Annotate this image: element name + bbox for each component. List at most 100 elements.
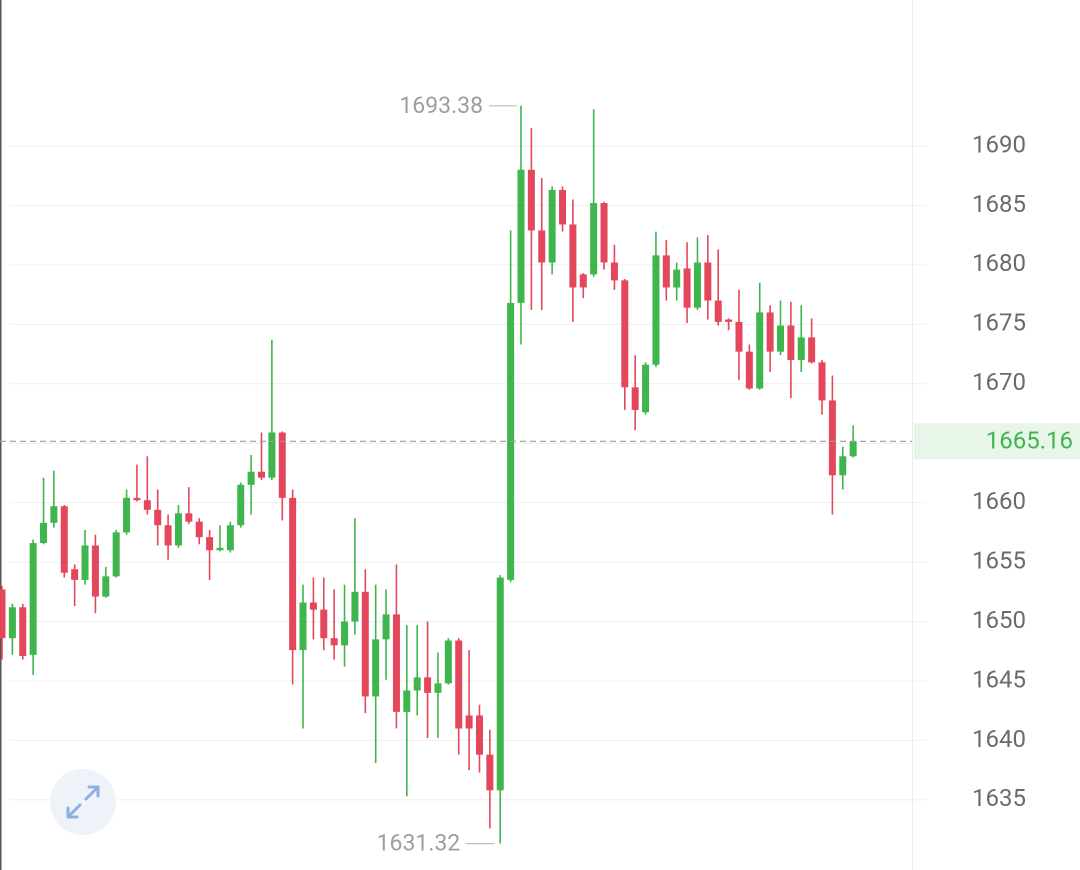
candle-body	[662, 255, 670, 288]
candle-body	[434, 683, 442, 693]
candle-body	[133, 497, 141, 501]
y-tick-label: 1675	[972, 309, 1026, 337]
candle-body	[673, 269, 681, 288]
low-label: 1631.32	[377, 830, 461, 857]
candle-body	[361, 591, 369, 697]
candle-body	[91, 545, 99, 597]
y-tick-label: 1690	[972, 130, 1026, 158]
candle-body	[704, 262, 712, 301]
candle-body	[496, 577, 504, 791]
candle-body	[237, 484, 245, 526]
y-tick-label: 1635	[972, 784, 1026, 812]
candle-body	[849, 441, 857, 457]
candle-body	[278, 432, 286, 498]
candle-body	[216, 547, 224, 551]
candle-body	[403, 690, 411, 712]
candle-body	[50, 506, 58, 523]
candle-body	[621, 280, 629, 388]
candle-body	[683, 268, 691, 308]
candle-body	[559, 189, 567, 225]
candle-body	[372, 639, 380, 697]
candle-body	[725, 319, 733, 322]
y-tick-label: 1645	[972, 665, 1026, 693]
y-tick-label: 1640	[972, 725, 1026, 753]
candle-body	[455, 640, 463, 729]
candle-body	[19, 607, 27, 657]
candle-body	[29, 543, 37, 655]
candle-body	[413, 677, 421, 691]
candle-body	[714, 300, 722, 322]
overlay: 1693.38 1631.32 1665.16	[0, 92, 1080, 857]
candle-body	[444, 640, 452, 684]
candle-body	[320, 609, 328, 639]
expand-button[interactable]	[50, 769, 116, 835]
candle-body	[0, 589, 6, 639]
y-tick-label: 1680	[972, 249, 1026, 277]
candle-body	[174, 513, 182, 546]
candle-body	[154, 509, 162, 526]
candle-body	[745, 351, 753, 389]
candle-body	[247, 471, 255, 485]
candle-body	[40, 522, 48, 544]
expand-icon	[66, 785, 100, 819]
candle-body	[143, 500, 151, 510]
candle-body	[164, 525, 172, 546]
candle-body	[226, 525, 234, 551]
y-tick-label: 1655	[972, 546, 1026, 574]
candle-body	[610, 262, 618, 281]
candles	[0, 105, 857, 844]
candle-body	[766, 312, 774, 352]
candle-body	[538, 230, 546, 263]
candle-body	[808, 337, 816, 363]
candle-body	[465, 715, 473, 729]
y-tick-label: 1685	[972, 190, 1026, 218]
y-tick-label: 1670	[972, 368, 1026, 396]
y-tick-label: 1650	[972, 606, 1026, 634]
candle-body	[818, 362, 826, 401]
candle-body	[828, 400, 836, 476]
candle-body	[81, 545, 89, 580]
candle-body	[112, 532, 120, 577]
candle-body	[527, 169, 535, 231]
high-label: 1693.38	[399, 92, 483, 119]
candle-body	[839, 456, 847, 476]
last-price-label: 1665.16	[986, 427, 1073, 455]
candle-body	[330, 638, 338, 646]
candle-body	[735, 321, 743, 352]
candle-body	[569, 224, 577, 288]
candle-body	[787, 325, 795, 360]
candle-body	[102, 576, 110, 597]
grid: 1635164016451650165516601665167016751680…	[10, 130, 1026, 812]
candle-body	[258, 471, 265, 478]
last-price-tag	[914, 423, 1080, 460]
candle-body	[351, 591, 359, 622]
candle-body	[797, 337, 805, 360]
expand-button-bg[interactable]	[50, 769, 116, 835]
candle-body	[600, 203, 608, 263]
candle-body	[299, 602, 307, 651]
candle-body	[382, 614, 390, 640]
candle-body	[424, 677, 432, 693]
candle-body	[642, 364, 650, 413]
candle-body	[8, 607, 16, 639]
candle-body	[652, 255, 660, 365]
candle-body	[579, 274, 587, 288]
candle-body	[392, 614, 400, 712]
candle-body	[206, 537, 214, 551]
candle-body	[777, 325, 784, 352]
candle-body	[756, 312, 764, 389]
candle-body	[475, 715, 483, 755]
candle-body	[693, 262, 701, 308]
candle-body	[590, 203, 598, 275]
candle-body	[60, 506, 68, 573]
candle-body	[195, 521, 203, 538]
candle-body	[185, 513, 193, 522]
candle-body	[548, 189, 556, 263]
candle-body	[341, 621, 349, 646]
candle-body	[71, 569, 79, 580]
candle-body	[123, 497, 131, 533]
candle-body	[631, 387, 639, 410]
y-tick-label: 1660	[972, 487, 1026, 515]
